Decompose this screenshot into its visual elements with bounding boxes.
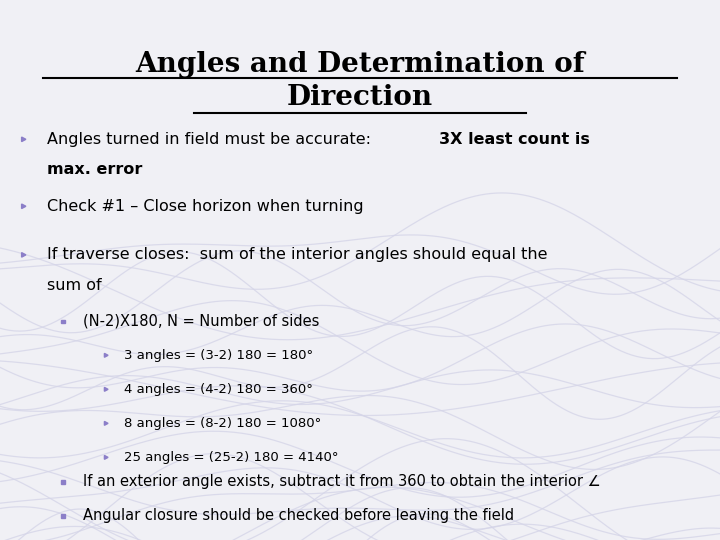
Text: Angular closure should be checked before leaving the field: Angular closure should be checked before… [83,508,514,523]
Text: Direction: Direction [287,84,433,111]
Text: Angles and Determination of: Angles and Determination of [135,51,585,78]
Text: sum of: sum of [47,278,102,293]
Bar [61,514,65,518]
Polygon shape [22,204,26,208]
Text: 4 angles = (4-2) 180 = 360°: 4 angles = (4-2) 180 = 360° [124,383,312,396]
Text: Angles turned in field must be accurate:: Angles turned in field must be accurate: [47,132,381,147]
Text: 3 angles = (3-2) 180 = 180°: 3 angles = (3-2) 180 = 180° [124,349,313,362]
Text: If an exterior angle exists, subtract it from 360 to obtain the interior ∠: If an exterior angle exists, subtract it… [83,474,600,489]
Polygon shape [104,421,108,426]
Text: (N-2)X180, N = Number of sides: (N-2)X180, N = Number of sides [83,314,319,329]
Bar [61,320,65,323]
Text: max. error: max. error [47,162,142,177]
Polygon shape [22,137,26,141]
Polygon shape [22,253,26,257]
Polygon shape [104,455,108,460]
Bar [61,480,65,484]
Text: If traverse closes:  sum of the interior angles should equal the: If traverse closes: sum of the interior … [47,247,547,262]
Text: 25 angles = (25-2) 180 = 4140°: 25 angles = (25-2) 180 = 4140° [124,451,338,464]
Text: 3X least count is: 3X least count is [439,132,590,147]
Text: 8 angles = (8-2) 180 = 1080°: 8 angles = (8-2) 180 = 1080° [124,417,321,430]
Polygon shape [104,387,108,392]
Polygon shape [104,353,108,357]
Text: Check #1 – Close horizon when turning: Check #1 – Close horizon when turning [47,199,364,214]
